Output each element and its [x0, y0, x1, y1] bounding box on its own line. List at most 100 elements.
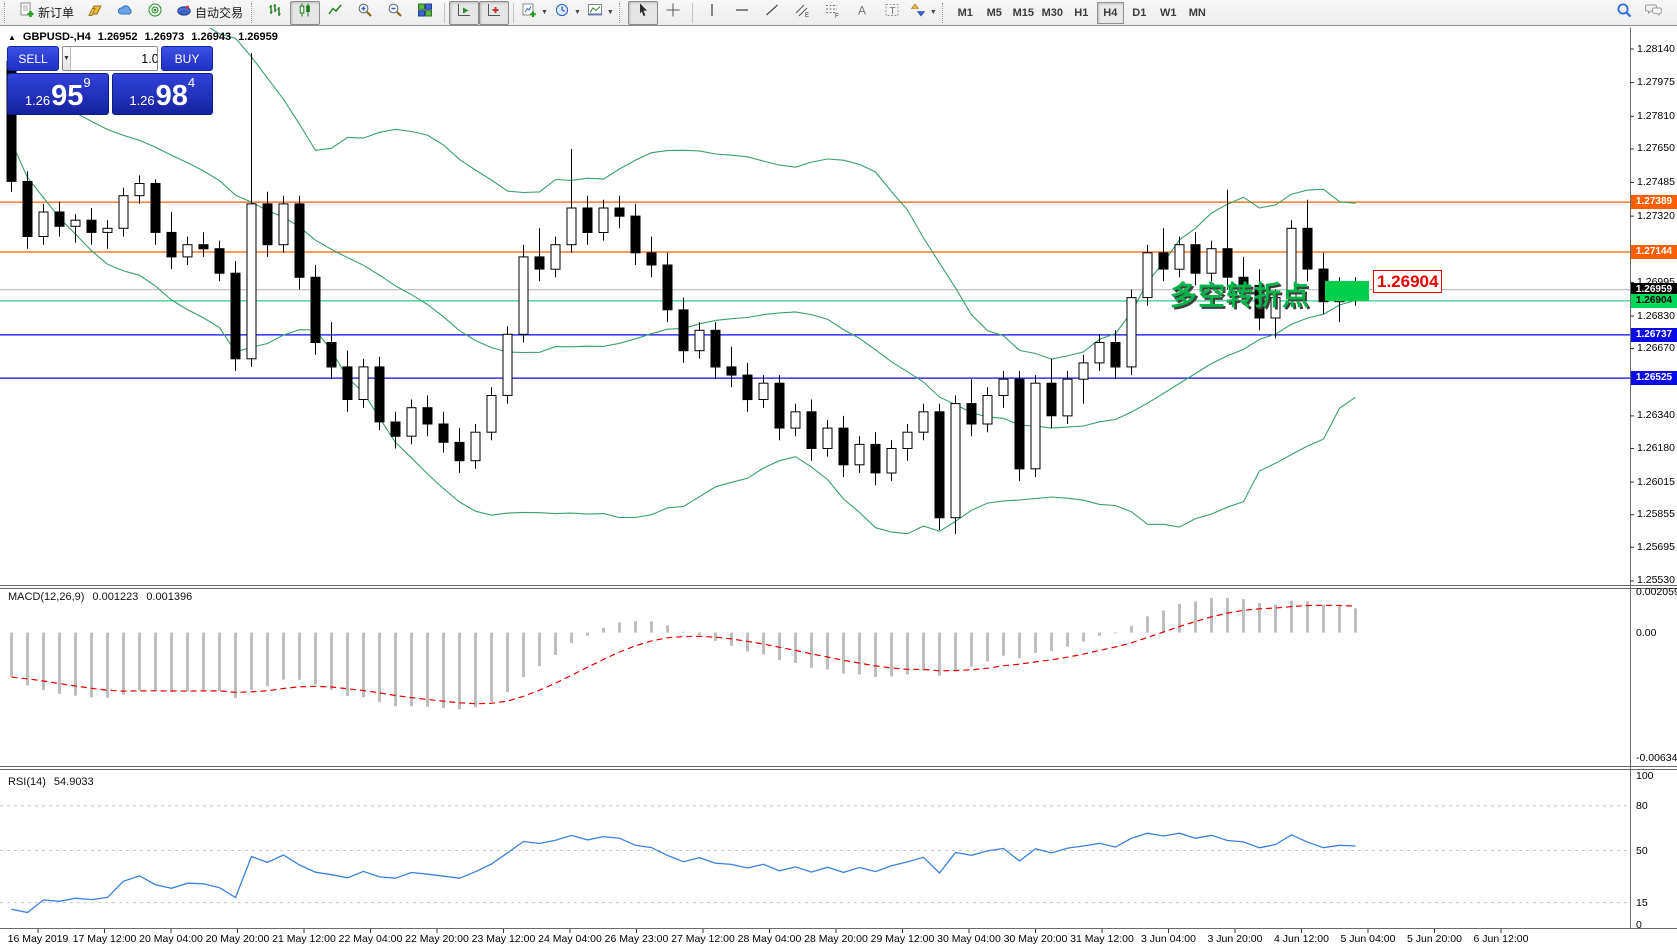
tile-windows-button[interactable]	[410, 1, 440, 25]
price-level-tag[interactable]: 1.26525	[1631, 371, 1677, 386]
price-level-tag[interactable]: 1.26737	[1631, 327, 1677, 342]
vertical-line-tool-button[interactable]	[697, 1, 727, 25]
cursor-tool-button[interactable]	[627, 0, 658, 25]
fibonacci-icon: F	[824, 2, 840, 23]
new-chart-button[interactable]: ▼	[518, 1, 551, 25]
symbol-info-bar: ▲ GBPUSD-,H4 1.26952 1.26973 1.26943 1.2…	[8, 31, 278, 43]
crosshair-icon	[665, 2, 681, 23]
fibonacci-tool-button[interactable]: F	[817, 1, 847, 25]
chart-profile-button[interactable]: ▼	[584, 1, 617, 25]
ohlc-low: 1.26943	[191, 31, 232, 43]
turning-point-zone[interactable]	[1325, 280, 1369, 301]
periods-button[interactable]: ▼	[551, 1, 584, 25]
price-axis-label: 1.27810	[1637, 109, 1675, 122]
channel-tool-button[interactable]: E	[787, 1, 817, 25]
volume-input[interactable]	[70, 47, 157, 70]
toolbar-right-group	[1609, 1, 1669, 25]
timeframe-H4[interactable]: H4	[1096, 1, 1124, 24]
macd-axis-max: 0.002059	[1636, 586, 1677, 598]
price-axis-label: 1.28140	[1637, 42, 1675, 55]
arrows-tool-button[interactable]: ▼	[907, 1, 940, 25]
macd-value-signal: 0.001396	[146, 591, 193, 603]
time-axis-label: 30 May 04:00	[937, 933, 1001, 945]
macd-label: MACD(12,26,9)	[8, 591, 85, 603]
buy-price-panel[interactable]: 1.26 98 4	[111, 73, 213, 115]
time-axis-label: 21 May 12:00	[272, 933, 336, 945]
price-axis-label: 1.26015	[1637, 475, 1675, 488]
horizontal-line-tool-button[interactable]	[727, 1, 757, 25]
sell-price-big: 95	[51, 80, 84, 112]
toolbar-grip[interactable]	[4, 2, 9, 23]
radar-icon	[147, 2, 163, 23]
auto-scroll-icon	[456, 2, 472, 23]
rsi-axis-label: 100	[1636, 770, 1654, 782]
collapse-triangle-icon[interactable]: ▲	[8, 32, 16, 42]
toolbar-grip[interactable]	[941, 2, 947, 23]
chat-button[interactable]	[1639, 1, 1669, 25]
price-level-tag[interactable]: 1.27144	[1631, 245, 1677, 259]
rsi-axis-label: 0	[1636, 919, 1642, 931]
auto-scroll-button[interactable]	[449, 0, 480, 25]
toolbar-grip[interactable]	[251, 2, 256, 23]
turning-point-annotation[interactable]: 多空转折点	[1170, 281, 1310, 311]
toolbar-separator	[513, 2, 515, 23]
price-level-tag[interactable]: 1.27389	[1631, 195, 1677, 210]
timeframe-H1[interactable]: H1	[1074, 6, 1089, 19]
ohlc-high: 1.26973	[144, 31, 185, 43]
new-order-button[interactable]: 新订单	[13, 1, 80, 25]
timeframe-M1[interactable]: M1	[957, 6, 973, 19]
trendline-tool-button[interactable]	[757, 1, 787, 25]
search-button[interactable]	[1609, 1, 1639, 25]
sell-button[interactable]: SELL	[7, 46, 59, 71]
price-axis-label: 1.26830	[1637, 309, 1675, 322]
bar-chart-mode-button[interactable]	[260, 1, 290, 25]
rsi-line	[11, 832, 1356, 914]
horizontal-line-icon	[734, 2, 750, 23]
time-axis-label: 29 May 12:00	[870, 933, 935, 945]
candlestick-mode-button[interactable]	[290, 0, 321, 25]
time-axis-label: 5 Jun 20:00	[1407, 933, 1462, 945]
price-axis-label: 1.27485	[1637, 176, 1675, 188]
timeframe-W1[interactable]: W1	[1160, 6, 1177, 19]
buy-button[interactable]: BUY	[161, 46, 213, 71]
rsi-label: RSI(14)	[8, 776, 46, 788]
vertical-line-icon	[704, 2, 720, 23]
text-label-tool-button[interactable]: T	[877, 1, 907, 25]
time-axis-label: 23 May 12:00	[471, 933, 536, 945]
label-t-icon: T	[884, 2, 900, 23]
volume-decrease-button[interactable]: ▼	[63, 47, 71, 70]
rsi-value: 54.9033	[53, 776, 94, 788]
timeframe-M30[interactable]: M30	[1041, 6, 1063, 19]
zoom-out-icon	[387, 2, 403, 23]
text-tool-button[interactable]: A	[847, 1, 877, 25]
price-callout-tag[interactable]: 1.26904	[1373, 270, 1443, 293]
symbol-name: GBPUSD-,H4	[22, 31, 91, 43]
zoom-in-button[interactable]	[350, 1, 380, 25]
chart-profile-icon	[587, 2, 603, 23]
timeframe-M15[interactable]: M15	[1012, 6, 1034, 19]
timeframe-MN[interactable]: MN	[1188, 6, 1206, 19]
price-level-tag[interactable]: 1.26904	[1631, 293, 1677, 308]
autotrading-button[interactable]: 自动交易	[170, 1, 249, 25]
price-level-tag[interactable]: 1.26959	[1631, 282, 1677, 297]
timeframe-M5[interactable]: M5	[986, 6, 1002, 19]
community-button[interactable]	[110, 1, 140, 25]
line-chart-mode-button[interactable]	[320, 1, 350, 25]
price-axis-label: 1.25530	[1637, 574, 1675, 587]
market-depth-button[interactable]	[80, 1, 110, 25]
crosshair-tool-button[interactable]	[658, 1, 688, 25]
timeframe-D1[interactable]: D1	[1132, 6, 1147, 19]
chart-shift-button[interactable]	[479, 0, 510, 25]
svg-text:F: F	[835, 14, 839, 19]
toolbar-grip[interactable]	[618, 2, 624, 23]
signals-button[interactable]	[140, 1, 170, 25]
time-axis-label: 4 Jun 12:00	[1274, 933, 1329, 945]
zoom-out-button[interactable]	[380, 1, 410, 25]
toolbar-separator	[691, 2, 693, 23]
toolbar-separator	[444, 2, 446, 23]
sell-price-panel[interactable]: 1.26 95 9	[7, 73, 109, 115]
